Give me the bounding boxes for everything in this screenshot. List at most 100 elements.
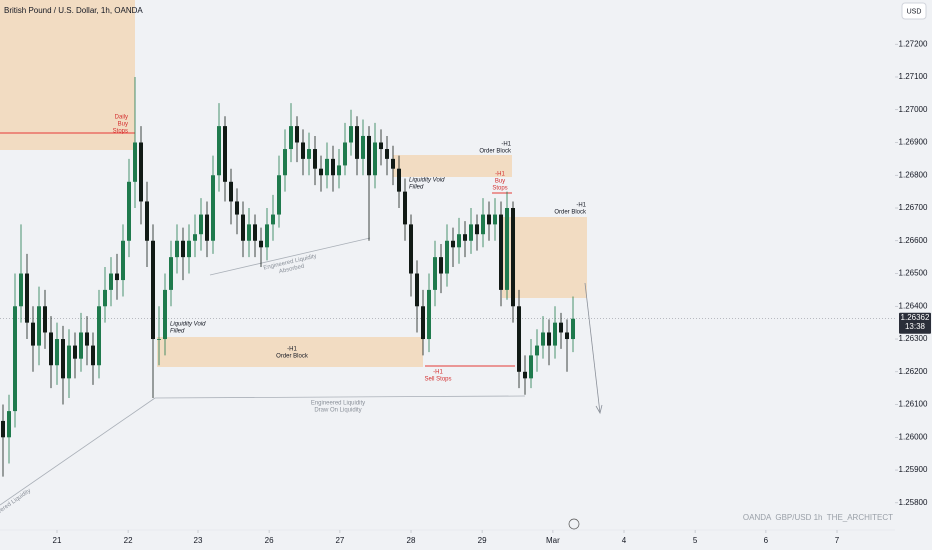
candle-body	[85, 332, 90, 346]
candle-body	[79, 332, 84, 359]
candle-body	[49, 332, 54, 366]
candle-body	[163, 289, 168, 340]
candle-body	[433, 257, 438, 290]
candle-body	[115, 273, 120, 281]
y-tick-label: 1.26100	[899, 400, 928, 409]
annotation: -H1	[495, 172, 505, 178]
y-tick-label: 1.26800	[899, 170, 928, 179]
candle-body	[19, 273, 24, 307]
candle-body	[31, 322, 36, 346]
annotation: Filled	[170, 329, 185, 335]
candle-body	[145, 201, 150, 241]
y-tick-label: 1.26700	[899, 203, 928, 212]
candle-body	[457, 234, 462, 248]
last-price-badge	[899, 312, 931, 334]
x-tick-label: 26	[265, 536, 274, 545]
zone-order-block	[393, 155, 512, 177]
candle-body	[181, 240, 186, 258]
candle-body	[469, 224, 474, 241]
annotation: Stops	[492, 186, 507, 192]
y-tick-label: 1.26400	[899, 301, 928, 310]
candle-body	[121, 240, 126, 281]
y-tick-label: 1.26600	[899, 236, 928, 245]
candle-body	[187, 240, 192, 258]
candle-body	[451, 240, 456, 248]
trend-line	[0, 397, 156, 506]
candle-body	[277, 175, 282, 215]
x-tick-label: 28	[407, 536, 416, 545]
annotation: Absorbed	[279, 264, 305, 276]
candle-body	[511, 208, 516, 307]
candle-body	[391, 158, 396, 169]
y-tick-label: 1.26200	[899, 367, 928, 376]
candle-body	[355, 126, 360, 159]
trend-line	[209, 237, 371, 276]
candle-body	[133, 142, 138, 182]
candle-body	[475, 224, 480, 235]
x-tick-label: 27	[335, 536, 344, 545]
candle-body	[319, 168, 324, 176]
candle-body	[1, 420, 6, 438]
currency-button[interactable]	[901, 2, 927, 20]
candle-body	[253, 224, 258, 241]
candle-body	[13, 306, 18, 412]
zone-order-block	[502, 217, 587, 298]
y-tick-label: 1.25800	[899, 498, 928, 507]
currency[interactable]: USD	[907, 8, 922, 15]
annotation: Engineered Liquidity	[311, 401, 365, 407]
candle-body	[565, 332, 570, 340]
candle-body	[571, 318, 576, 340]
x-tick-label: 23	[194, 536, 203, 545]
candle-body	[193, 234, 198, 241]
projection-arrow	[584, 282, 601, 414]
candle-body	[109, 273, 114, 290]
x-tick-label: 7	[835, 536, 840, 545]
price-axis	[895, 0, 932, 550]
arrow-head	[595, 404, 603, 415]
annotation: Filled	[409, 185, 424, 191]
candle-body	[367, 135, 372, 176]
candle-body	[43, 306, 48, 333]
candle-body	[325, 158, 330, 176]
candle-body	[247, 224, 252, 241]
candle-body	[421, 306, 426, 340]
candle-body	[127, 181, 132, 241]
y-tick-label: 1.26500	[899, 269, 928, 278]
candle-body	[289, 126, 294, 150]
candle-body	[403, 191, 408, 225]
replay-icon[interactable]	[568, 518, 580, 530]
candle-body	[151, 240, 156, 340]
annotation: Order Block	[554, 210, 587, 216]
y-tick-label: 1.26300	[899, 334, 928, 343]
annotation: -H1	[501, 142, 511, 148]
candle-body	[379, 142, 384, 150]
candle-body	[169, 257, 174, 290]
candle-body	[535, 345, 540, 356]
annotation: Draw On Liquidity	[314, 408, 361, 414]
x-tick-label: Mar	[546, 536, 560, 545]
trend-line	[154, 395, 526, 399]
annotation: Sell Stops	[424, 377, 451, 383]
annotation: Liquidity Void	[409, 178, 445, 184]
candle-body	[229, 181, 234, 202]
candle-body	[157, 339, 162, 340]
candle-body	[313, 149, 318, 169]
y-tick-label: 1.25900	[899, 465, 928, 474]
candle-body	[463, 234, 468, 241]
candle-body	[487, 214, 492, 225]
candle-body	[55, 339, 60, 366]
y-tick-label: 1.26900	[899, 138, 928, 147]
annotation: Liquidity Void	[170, 322, 206, 328]
candle-body	[223, 126, 228, 182]
candle-body	[373, 142, 378, 176]
candle-body	[493, 214, 498, 225]
annotation: -H1	[433, 370, 443, 376]
candle-body	[73, 345, 78, 359]
candle-body	[331, 158, 336, 176]
candle-body	[409, 224, 414, 274]
candle-body	[517, 306, 522, 372]
candle-body	[271, 214, 276, 225]
candle-body	[265, 224, 270, 248]
y-tick-label: 1.26000	[899, 432, 928, 441]
